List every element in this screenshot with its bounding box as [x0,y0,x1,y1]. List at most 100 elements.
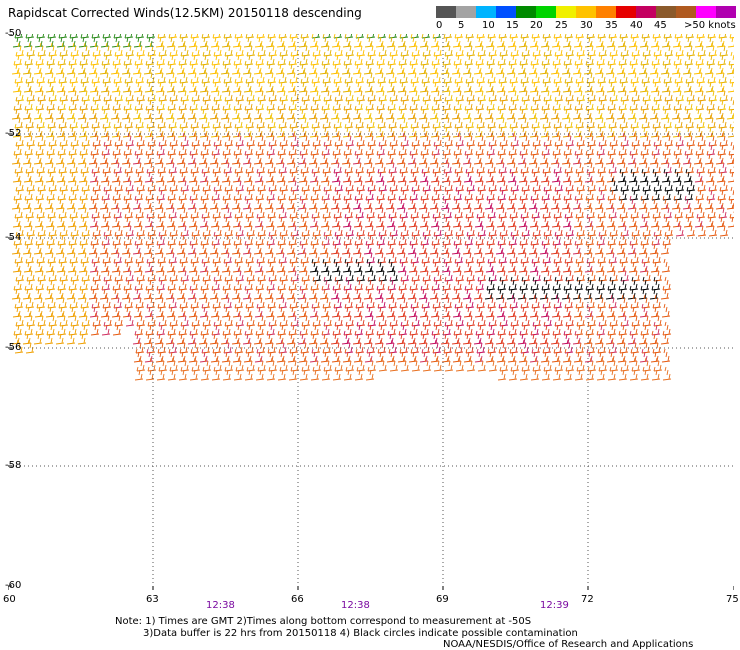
wind-barb [475,321,485,336]
wind-barb [287,258,297,273]
wind-barb [440,330,450,345]
wind-barb [308,60,318,75]
wind-barb [310,231,320,246]
wind-barb [309,78,319,93]
wind-barb [278,69,288,84]
wind-speed-legend: 0 5 10 15 20 25 30 35 40 45 >50 knots [436,6,736,38]
wind-barb [660,285,670,300]
wind-barb [576,132,586,147]
wind-barb [68,321,78,336]
wind-barb [509,114,519,129]
wind-barb [321,366,331,381]
wind-barb [639,168,649,183]
wind-barb [178,141,188,156]
wind-barb [431,231,441,246]
wind-barb [266,366,276,381]
wind-barb [617,213,627,228]
wind-barb [652,114,662,129]
wind-barb [455,132,465,147]
wind-barb [308,330,318,345]
wind-barb [497,366,507,381]
wind-barb [484,330,494,345]
wind-barb [267,69,277,84]
wind-barb [266,141,276,156]
wind-barb [728,51,734,66]
wind-barb [696,69,706,84]
wind-barb [121,60,131,75]
wind-barb [507,123,517,138]
wind-barb [213,42,223,57]
wind-barb [23,34,33,48]
wind-barb [642,87,652,102]
wind-barb [233,366,243,381]
wind-barb [25,159,35,174]
wind-barb [277,366,287,381]
wind-barb [69,114,79,129]
wind-barb [378,42,388,57]
wind-barb [132,150,142,165]
wind-barb [485,258,495,273]
wind-barb [543,42,553,57]
wind-barb [686,177,696,192]
wind-barb [451,330,461,345]
wind-barb [683,123,693,138]
wind-barb [286,330,296,345]
wind-barb [57,51,67,66]
wind-barb [334,357,344,372]
wind-barb [221,34,231,48]
wind-barb [342,78,352,93]
wind-barb [123,276,133,291]
legend-label: 40 [630,20,643,31]
wind-barb [242,330,252,345]
wind-barb [344,69,354,84]
wind-barb [683,168,693,183]
wind-barb [453,96,463,111]
wind-barb [342,348,352,363]
wind-barb [605,105,615,120]
wind-barb [48,177,58,192]
wind-barb [178,186,188,201]
wind-barb [136,357,146,372]
wind-barb [620,267,630,282]
wind-barb [473,60,483,75]
wind-barb [308,150,318,165]
wind-barb [199,78,209,93]
wind-barb [532,267,542,282]
wind-barb [596,366,606,381]
wind-barb [345,312,355,327]
wind-barb [34,34,44,48]
wind-barb [452,213,462,228]
wind-barb [157,159,167,174]
wind-barb [309,168,319,183]
wind-barb [330,60,340,75]
wind-barb [188,34,198,48]
wind-barb [35,276,45,291]
wind-barb [254,34,264,48]
wind-barb [201,69,211,84]
wind-barb [375,348,385,363]
wind-barb [630,339,640,354]
wind-barb [619,159,629,174]
wind-barb [35,231,45,246]
wind-barb [311,204,321,219]
wind-barb [146,114,156,129]
wind-barb [224,312,234,327]
wind-barb [256,34,266,39]
wind-barb [562,303,572,318]
wind-barb [134,276,144,291]
wind-barb [143,240,153,255]
wind-barb [397,213,407,228]
wind-barb [246,267,256,282]
wind-barb [519,231,529,246]
wind-barb [322,249,332,264]
wind-barb [264,240,274,255]
wind-barb [286,240,296,255]
wind-barb [629,96,639,111]
wind-barb [298,78,308,93]
wind-barb [334,312,344,327]
wind-barb [165,195,175,210]
wind-barb [289,34,299,39]
wind-barb [198,285,208,300]
wind-barb [685,114,695,129]
wind-barb [134,321,144,336]
